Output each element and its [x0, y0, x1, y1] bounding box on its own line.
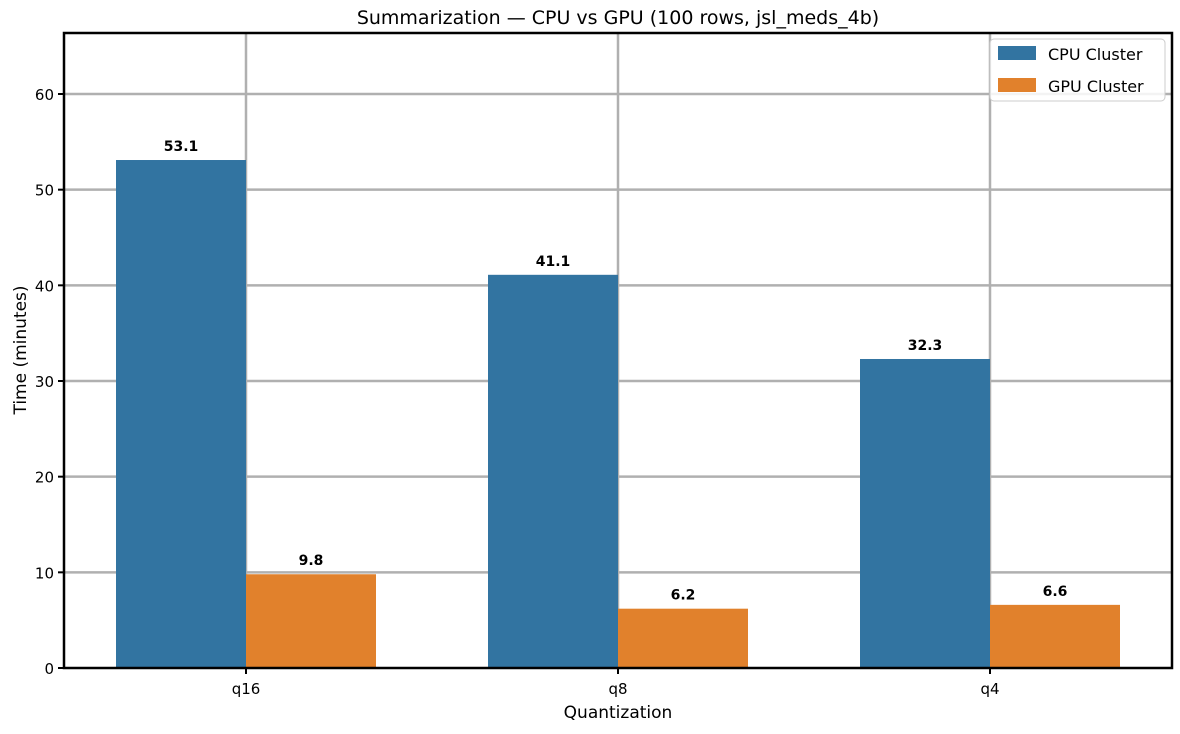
bar-cpu-q8 [488, 274, 618, 668]
x-tick-label: q16 [232, 680, 261, 698]
y-axis-ticks: 0 10 20 30 40 50 60 [35, 86, 64, 678]
x-axis-label: Quantization [564, 703, 673, 723]
legend-label-cpu: CPU Cluster [1048, 45, 1143, 64]
y-tick-label: 0 [44, 660, 54, 678]
legend-swatch-cpu [998, 46, 1036, 60]
bar-value-label: 6.2 [671, 588, 696, 604]
bar-value-label: 9.8 [299, 553, 324, 569]
data-labels: 53.1 41.1 32.3 9.8 6.2 6.6 [164, 139, 1068, 604]
bar-gpu-q4 [990, 604, 1120, 668]
x-tick-label: q8 [608, 680, 627, 698]
y-tick-label: 60 [35, 86, 54, 104]
y-tick-label: 50 [35, 182, 54, 200]
bar-value-label: 6.6 [1043, 584, 1068, 600]
bar-gpu-q16 [246, 574, 376, 668]
bar-value-label: 53.1 [164, 139, 199, 155]
bars [116, 160, 1120, 668]
bar-value-label: 41.1 [536, 254, 571, 270]
legend-swatch-gpu [998, 78, 1036, 92]
legend-label-gpu: GPU Cluster [1048, 77, 1144, 96]
chart-title: Summarization — CPU vs GPU (100 rows, js… [357, 7, 879, 29]
x-tick-label: q4 [980, 680, 999, 698]
y-tick-label: 40 [35, 277, 54, 295]
x-axis-ticks: q16 q8 q4 [232, 668, 1000, 698]
y-tick-label: 10 [35, 564, 54, 582]
legend: CPU Cluster GPU Cluster [989, 38, 1166, 102]
y-tick-label: 30 [35, 373, 54, 391]
y-axis-label: Time (minutes) [11, 285, 31, 415]
y-tick-label: 20 [35, 469, 54, 487]
bar-cpu-q16 [116, 160, 246, 668]
bar-value-label: 32.3 [908, 338, 943, 354]
bar-gpu-q8 [618, 608, 748, 668]
bar-cpu-q4 [860, 358, 990, 668]
